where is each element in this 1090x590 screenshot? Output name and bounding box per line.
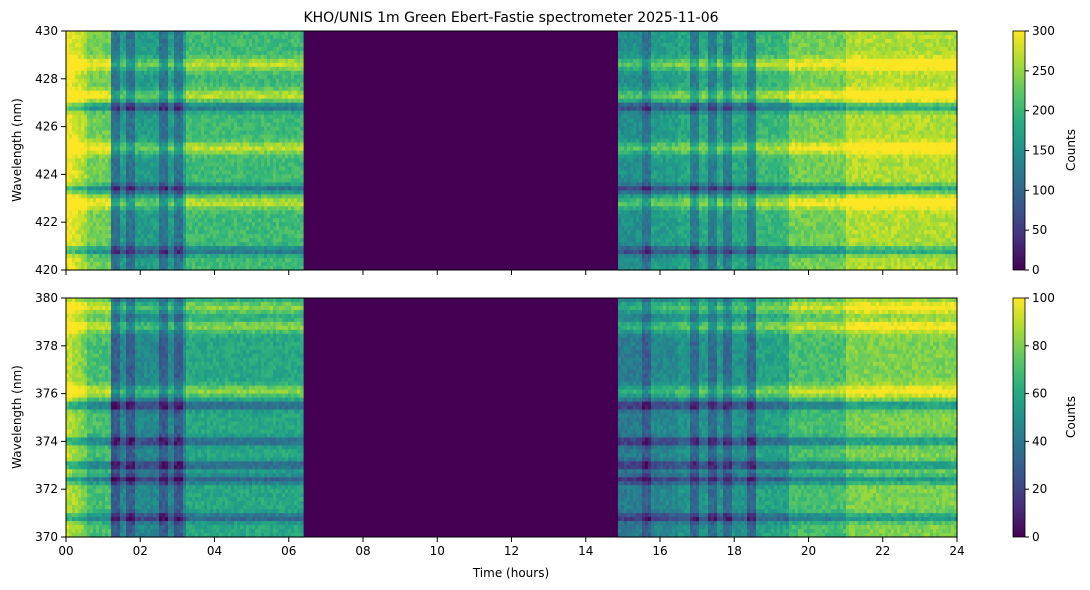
- heatmap-cell: [300, 39, 304, 44]
- heatmap-cell: [300, 198, 304, 203]
- heatmap-cell: [300, 103, 304, 108]
- chart-title: KHO/UNIS 1m Green Ebert-Fastie spectrome…: [303, 10, 718, 26]
- heatmap-cell: [300, 210, 304, 215]
- heatmap-cell: [300, 43, 304, 48]
- heatmap-cell: [300, 202, 304, 207]
- heatmap-cell: [300, 174, 304, 179]
- heatmap-cell: [300, 147, 304, 152]
- heatmap-cell: [300, 59, 304, 64]
- heatmap-cell: [300, 151, 304, 156]
- heatmap-cell: [300, 35, 304, 40]
- heatmap-cell: [300, 83, 304, 88]
- heatmap-cell: [300, 71, 304, 76]
- heatmap-cell: [300, 250, 304, 255]
- heatmap-cell: [300, 154, 304, 159]
- heatmap-cell: [300, 91, 304, 96]
- heatmap-cell: [300, 47, 304, 52]
- heatmap-cell: [300, 214, 304, 219]
- heatmap-cell: [300, 95, 304, 100]
- heatmap-cell: [300, 115, 304, 120]
- heatmap-cell: [300, 139, 304, 144]
- heatmap-cell: [300, 222, 304, 227]
- heatmap-cell: [300, 75, 304, 80]
- heatmap-cell: [300, 99, 304, 104]
- heatmap-cell: [300, 143, 304, 148]
- heatmap-cell: [300, 119, 304, 124]
- top-heatmap: [66, 31, 958, 271]
- heatmap-cell: [300, 131, 304, 136]
- heatmap-cell: [300, 226, 304, 231]
- heatmap-cell: [300, 178, 304, 183]
- heatmap-cell: [300, 87, 304, 92]
- heatmap-cell: [300, 194, 304, 199]
- heatmap-cell: [300, 206, 304, 211]
- heatmap-cell: [300, 67, 304, 72]
- heatmap-cell: [300, 127, 304, 132]
- heatmap-cell: [300, 186, 304, 191]
- heatmap-cell: [300, 190, 304, 195]
- heatmap-cell: [300, 182, 304, 187]
- heatmap-cell: [300, 218, 304, 223]
- heatmap-cell: [300, 135, 304, 140]
- heatmap-cell: [300, 246, 304, 251]
- heatmap-cell: [300, 79, 304, 84]
- heatmap-cell: [300, 158, 304, 163]
- heatmap-cell: [300, 234, 304, 239]
- heatmap-cell: [300, 166, 304, 171]
- heatmap-cell: [300, 51, 304, 56]
- heatmap-cell: [300, 123, 304, 128]
- heatmap-cell: [300, 55, 304, 60]
- heatmap-cell: [300, 111, 304, 116]
- heatmap-cell: [300, 242, 304, 247]
- heatmap-cell: [300, 258, 304, 263]
- heatmap-cell: [300, 162, 304, 167]
- heatmap-cell: [300, 238, 304, 243]
- heatmap-cell: [300, 63, 304, 68]
- heatmap-cell: [300, 262, 304, 267]
- heatmap-cell: [300, 170, 304, 175]
- heatmap-cell: [300, 230, 304, 235]
- heatmap-cell: [300, 31, 304, 36]
- heatmap-cell: [300, 254, 304, 259]
- heatmap-cell: [300, 107, 304, 112]
